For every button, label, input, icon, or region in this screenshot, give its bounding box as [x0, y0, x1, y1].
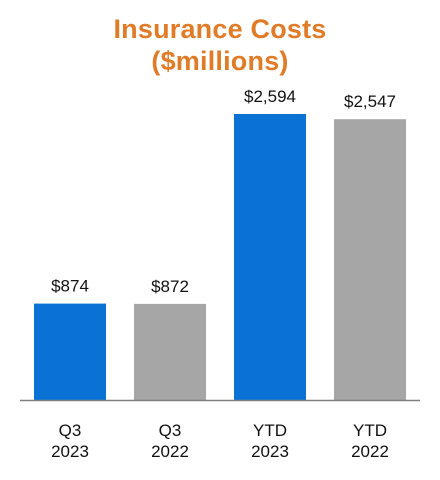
x-tick-label-0-1: 2023	[51, 442, 89, 461]
x-tick-label-3-1: 2022	[351, 442, 389, 461]
x-tick-label-1-0: Q3	[159, 421, 182, 440]
data-label-0: $874	[51, 277, 89, 296]
chart-title-line-1: Insurance Costs	[113, 14, 327, 44]
bar-2	[234, 114, 306, 400]
x-tick-label-3-0: YTD	[353, 421, 387, 440]
x-tick-label-0-0: Q3	[59, 421, 82, 440]
data-label-3: $2,547	[344, 92, 396, 111]
bar-0	[34, 303, 106, 400]
bar-3	[334, 119, 406, 400]
data-label-1: $872	[151, 277, 189, 296]
bar-1	[134, 303, 206, 400]
data-label-2: $2,594	[244, 87, 296, 106]
chart-title-line-2: ($millions)	[151, 46, 289, 76]
x-tick-label-2-1: 2023	[251, 442, 289, 461]
x-tick-label-1-1: 2022	[151, 442, 189, 461]
x-tick-label-2-0: YTD	[253, 421, 287, 440]
